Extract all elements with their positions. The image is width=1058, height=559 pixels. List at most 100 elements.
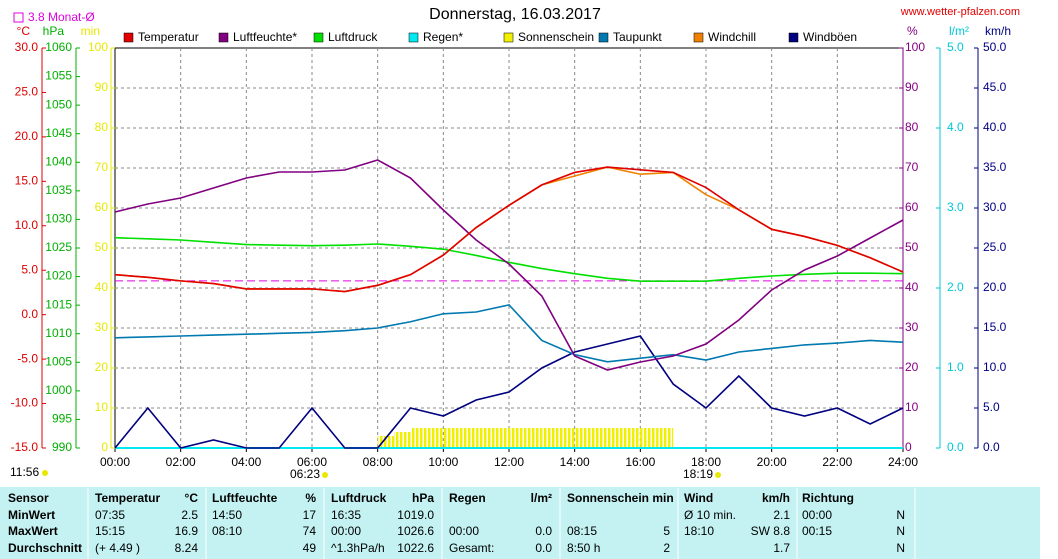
y-tick-label: 1010 (45, 326, 72, 340)
x-tick-label: 02:00 (166, 455, 196, 469)
table-cell: 1.7 (773, 541, 790, 555)
table-cell: Gesamt: (449, 541, 494, 555)
y-tick-label: 30 (95, 320, 109, 334)
y-tick-label: 70 (95, 160, 109, 174)
table-cell: 8:50 h (567, 541, 600, 555)
sun-bar (656, 428, 674, 448)
time-annotation: 06:23 (290, 467, 320, 481)
sun-bar (525, 428, 542, 448)
sun-bar (574, 428, 592, 448)
y-tick-label: 1.0 (947, 360, 964, 374)
table-cell: Richtung (802, 491, 854, 505)
sun-bar (509, 428, 526, 448)
y-tick-label: 15.0 (983, 320, 1007, 334)
y-tick-label: 0 (905, 440, 912, 454)
y-tick-label: 35.0 (983, 160, 1007, 174)
y-tick-label: 1030 (45, 212, 72, 226)
legend-label: Windchill (708, 30, 756, 44)
table-cell: 16.9 (175, 524, 199, 538)
legend-swatch (503, 32, 514, 43)
sun-bar (492, 428, 509, 448)
y-tick-label: 25.0 (15, 85, 39, 99)
table-cell: Temperatur (95, 491, 160, 505)
sun-bar (591, 428, 608, 448)
y-tick-label: -5.0 (17, 351, 38, 365)
y-tick-label: 100 (905, 40, 925, 54)
table-cell: Durchschnitt (8, 541, 82, 555)
y-tick-label: 3.0 (947, 200, 964, 214)
y-tick-label: 0.0 (21, 307, 38, 321)
table-cell: 00:15 (802, 524, 832, 538)
y-tick-label: 60 (905, 200, 919, 214)
time-annotation: 11:56 (10, 465, 39, 479)
x-tick-label: 12:00 (494, 455, 524, 469)
table-cell: 07:35 (95, 508, 125, 522)
sun-bar (541, 428, 559, 448)
x-tick-label: 16:00 (625, 455, 655, 469)
sun-bar (459, 428, 477, 448)
sun-bar (640, 428, 657, 448)
legend-swatch (598, 32, 609, 43)
table-cell: 00:00 (331, 524, 361, 538)
table-cell: 0.0 (535, 524, 552, 538)
y-tick-label: 1005 (45, 354, 72, 368)
legend-label: Sonnenschein (518, 30, 594, 44)
table-cell: 08:10 (212, 524, 242, 538)
table-cell: 0.0 (535, 541, 552, 555)
y-tick-label: 10 (905, 400, 919, 414)
y-tick-label: 20.0 (983, 280, 1007, 294)
y-tick-label: 1040 (45, 154, 72, 168)
y-tick-label: 5.0 (947, 40, 964, 54)
axis-label: % (907, 24, 918, 38)
stats-table (0, 487, 1040, 559)
table-cell: 1022.6 (397, 541, 434, 555)
table-cell: °C (185, 491, 199, 505)
table-cell: Luftfeuchte (212, 491, 278, 505)
table-cell: l/m² (531, 491, 552, 505)
axis-label: min (81, 24, 100, 38)
table-cell: 18:10 (684, 524, 714, 538)
sun-bar (623, 428, 641, 448)
table-cell: MinWert (8, 508, 55, 522)
y-tick-label: 40 (95, 280, 109, 294)
x-tick-label: 24:00 (888, 455, 918, 469)
table-cell: N (896, 541, 905, 555)
sun-icon (715, 472, 721, 478)
table-cell: ^1.3hPa/h (331, 541, 385, 555)
x-tick-label: 14:00 (560, 455, 590, 469)
table-cell: 14:50 (212, 508, 242, 522)
sun-bar (426, 428, 444, 448)
legend-swatch (218, 32, 229, 43)
y-tick-label: 20 (95, 360, 109, 374)
y-tick-label: 0.0 (947, 440, 964, 454)
series-line (114, 166, 904, 293)
y-tick-label: 1020 (45, 269, 72, 283)
x-tick-label: 22:00 (822, 455, 852, 469)
y-tick-label: 25.0 (983, 240, 1007, 254)
y-tick-label: 30.0 (15, 40, 39, 54)
table-cell: Ø 10 min. (684, 508, 736, 522)
sun-bar (558, 428, 575, 448)
table-cell: (+ 4.49 ) (95, 541, 140, 555)
reference-icon (13, 12, 24, 23)
x-tick-label: 00:00 (100, 455, 130, 469)
table-cell: 16:35 (331, 508, 361, 522)
y-tick-label: 0.0 (983, 440, 1000, 454)
table-cell: % (305, 491, 316, 505)
series-line (114, 159, 904, 371)
legend-label: Regen* (423, 30, 463, 44)
table-cell: 00:00 (449, 524, 479, 538)
y-tick-label: 2.0 (947, 280, 964, 294)
series-line (114, 236, 904, 282)
axis-label: km/h (985, 24, 1011, 38)
y-tick-label: 995 (52, 412, 72, 426)
y-tick-label: 60 (95, 200, 109, 214)
table-cell: Sonnenschein min (567, 491, 674, 505)
sun-bar (476, 428, 493, 448)
axis-label: °C (17, 24, 31, 38)
table-cell: N (896, 524, 905, 538)
legend-swatch (408, 32, 419, 43)
x-tick-label: 08:00 (363, 455, 393, 469)
sun-icon (322, 472, 328, 478)
